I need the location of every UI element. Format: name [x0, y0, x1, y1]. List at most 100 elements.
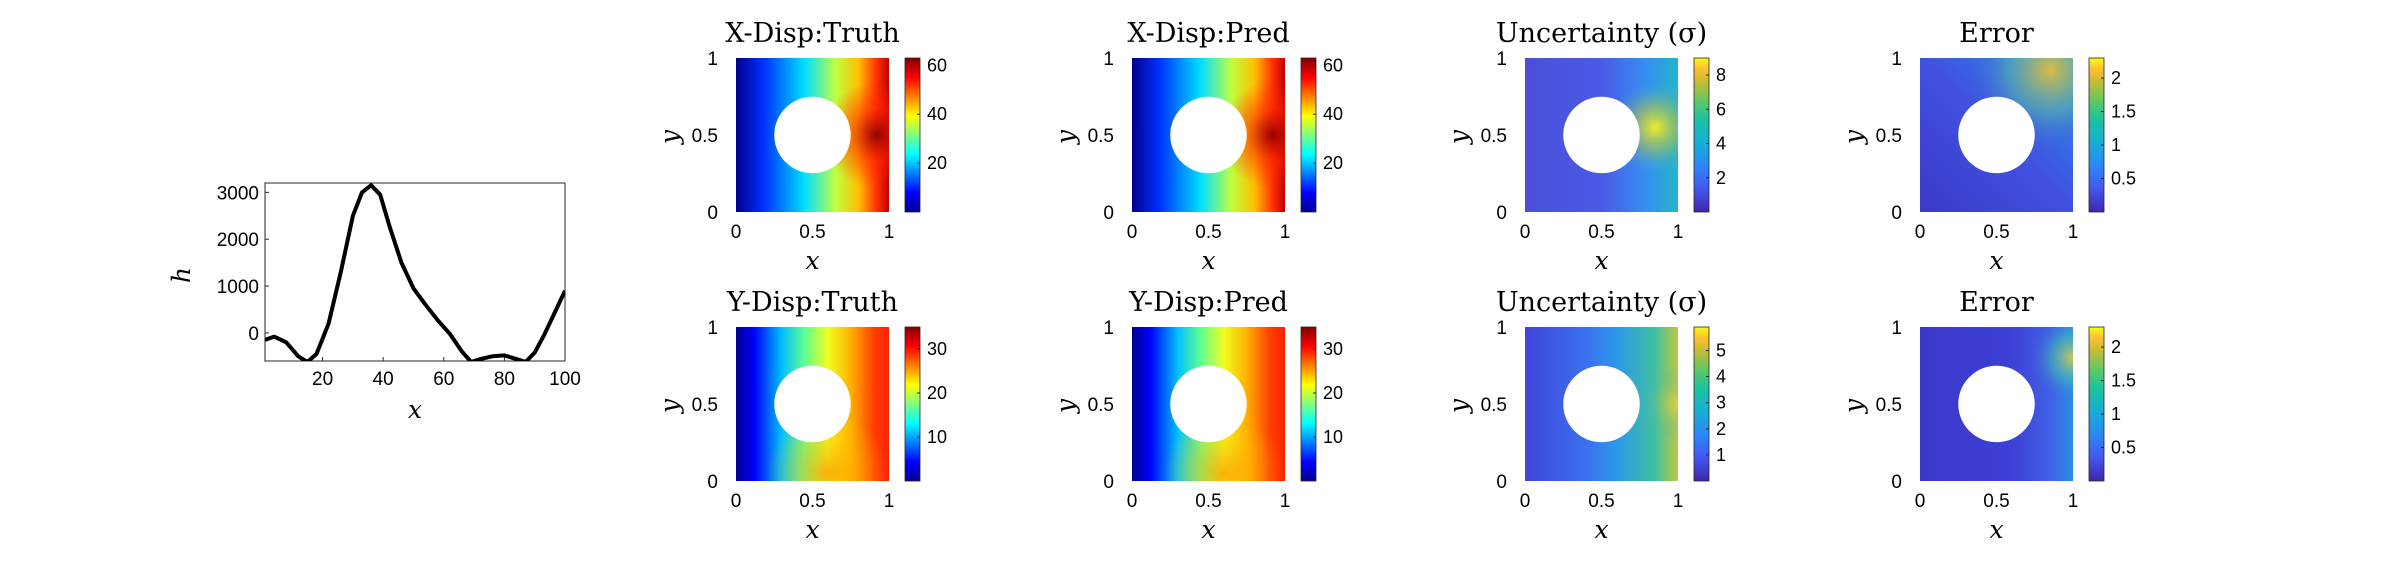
y-axis-label: y: [1444, 129, 1473, 145]
y-tick-label: 0.5: [1088, 126, 1114, 147]
y-tick-label: 1000: [217, 277, 259, 298]
y-tick-label: 0: [1103, 472, 1114, 493]
panel-title: X-Disp:Truth: [725, 18, 899, 49]
colorbar-tick-label: 8: [1716, 65, 1726, 85]
panel-title: Uncertainty (σ): [1496, 287, 1707, 318]
x-axis-label: x: [1594, 246, 1608, 275]
colorbar-tick-label: 1: [2111, 404, 2121, 424]
plot-area: [264, 182, 566, 362]
x-tick-label: 1: [1673, 222, 1684, 243]
series-line: [265, 183, 565, 361]
y-axis-label: y: [1051, 129, 1080, 145]
panel-title: Error: [1959, 18, 2034, 49]
y-tick-label: 0.5: [692, 126, 718, 147]
colorbar-tick-label: 1: [1716, 445, 1726, 465]
x-tick-label: 1: [884, 491, 895, 512]
colorbar: [904, 326, 921, 482]
y-tick-label: 0: [1103, 203, 1114, 224]
x-tick-label: 0: [731, 491, 742, 512]
x-tick-label: 0.5: [1195, 491, 1221, 512]
panel-title: X-Disp:Pred: [1127, 18, 1289, 49]
x-tick-label: 0.5: [1983, 491, 2009, 512]
heatmap-panel: Error 0 0.5 1 0 0.5 1 x y 0.5 1 1.5 2: [1839, 287, 2136, 544]
x-tick-label: 100: [549, 369, 581, 390]
y-axis-label: y: [1839, 129, 1868, 145]
colorbar: [904, 57, 921, 213]
y-axis-label: y: [1444, 398, 1473, 414]
x-tick-label: 0: [1520, 222, 1531, 243]
y-tick-label: 1: [1103, 49, 1114, 70]
y-tick-label: 0.5: [1481, 126, 1507, 147]
colorbar: [2088, 57, 2105, 213]
heatmap-panel: Uncertainty (σ) 0 0.5 1 0 0.5 1 x y 2 4 6 8: [1444, 18, 1726, 275]
colorbar-tick-label: 0.5: [2111, 438, 2136, 458]
colorbar-tick-label: 0.5: [2111, 169, 2136, 189]
colorbar-tick-label: 20: [927, 383, 947, 403]
y-axis-label: y: [1839, 398, 1868, 414]
y-tick-label: 0.5: [1088, 395, 1114, 416]
heatmap-panel: Uncertainty (σ) 0 0.5 1 0 0.5 1 x y 1 2 3 4 5: [1444, 287, 1726, 544]
y-tick-label: 2000: [217, 230, 259, 251]
colorbar-tick-label: 1.5: [2111, 371, 2136, 391]
y-tick-label: 1: [1103, 318, 1114, 339]
hole: [1563, 365, 1640, 443]
x-tick-label: 80: [494, 369, 515, 390]
y-tick-label: 0: [1891, 472, 1902, 493]
x-tick-label: 60: [433, 369, 454, 390]
x-axis-label: x: [1201, 246, 1215, 275]
x-axis-label: x: [1594, 515, 1608, 544]
x-axis-label: x: [1989, 246, 2003, 275]
colorbar-tick-label: 6: [1716, 99, 1726, 119]
colorbar-tick-label: 40: [927, 104, 947, 124]
colorbar-tick-label: 10: [1323, 427, 1343, 447]
x-tick-label: 1: [1280, 491, 1291, 512]
colorbar-tick-label: 30: [1323, 339, 1343, 359]
hole: [1170, 96, 1247, 174]
x-axis-label: x: [1201, 515, 1215, 544]
hole: [774, 96, 851, 174]
colorbar-tick-label: 10: [927, 427, 947, 447]
colorbar-tick-label: 3: [1716, 393, 1726, 413]
x-tick-label: 0: [1127, 491, 1138, 512]
x-tick-label: 1: [1280, 222, 1291, 243]
x-tick-label: 0.5: [1588, 222, 1614, 243]
panel-title: Y-Disp:Pred: [1128, 287, 1288, 318]
x-tick-label: 20: [312, 369, 333, 390]
colorbar: [1693, 326, 1710, 482]
y-tick-label: 0: [1496, 472, 1507, 493]
colorbar-tick-label: 4: [1716, 134, 1726, 154]
y-tick-label: 1: [707, 49, 718, 70]
y-tick-label: 0.5: [1481, 395, 1507, 416]
x-tick-label: 40: [373, 369, 394, 390]
x-tick-label: 1: [1673, 491, 1684, 512]
hole: [1958, 96, 2035, 174]
colorbar-tick-label: 20: [1323, 383, 1343, 403]
x-axis-label: x: [805, 246, 819, 275]
panel-title: Error: [1959, 287, 2034, 318]
colorbar: [2088, 326, 2105, 482]
x-tick-label: 0: [1915, 491, 1926, 512]
x-axis-label: x: [408, 395, 422, 424]
heatmap-panel: X-Disp:Pred 0 0.5 1 0 0.5 1 x y 20 40 60: [1051, 18, 1343, 275]
hole: [1563, 96, 1640, 174]
colorbar-tick-label: 2: [2111, 337, 2121, 357]
colorbar-tick-label: 2: [2111, 68, 2121, 88]
panel-title: Uncertainty (σ): [1496, 18, 1707, 49]
y-axis-label: h: [167, 267, 196, 283]
y-tick-label: 1: [1496, 318, 1507, 339]
y-tick-label: 1: [1496, 49, 1507, 70]
y-tick-label: 0: [707, 203, 718, 224]
y-tick-label: 0.5: [1876, 126, 1902, 147]
colorbar-tick-label: 1.5: [2111, 102, 2136, 122]
y-axis-label: y: [1051, 398, 1080, 414]
colorbar-tick-label: 40: [1323, 104, 1343, 124]
colorbar-tick-label: 20: [927, 153, 947, 173]
x-axis-label: x: [805, 515, 819, 544]
x-tick-label: 0.5: [799, 491, 825, 512]
colorbar-tick-label: 5: [1716, 340, 1726, 360]
x-tick-label: 0: [731, 222, 742, 243]
